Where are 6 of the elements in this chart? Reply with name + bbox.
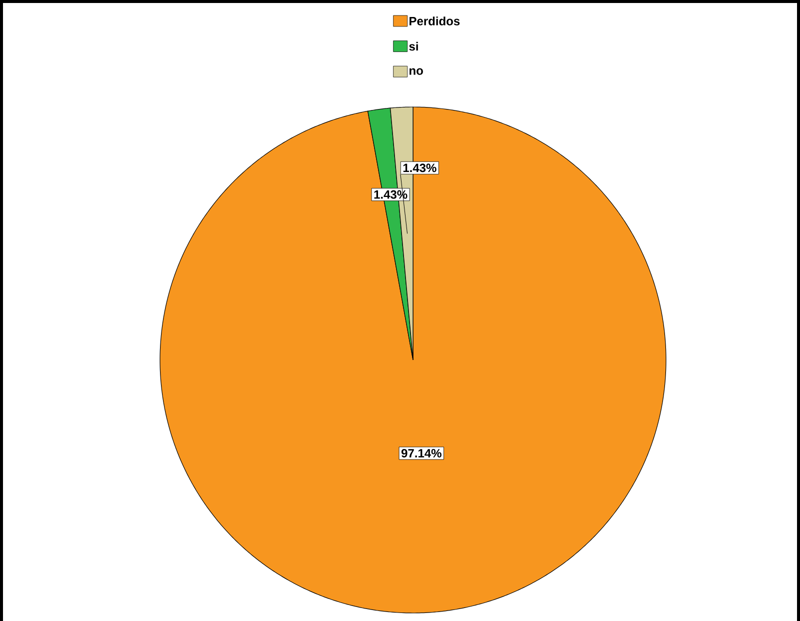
- data-label: 1.43%: [374, 190, 408, 199]
- legend-label: no: [410, 68, 423, 75]
- legend-label: si: [409, 42, 418, 51]
- legend-label: Perdidos: [410, 16, 460, 26]
- data-label: 97.14%: [401, 448, 442, 458]
- data-label: 1.43%: [403, 164, 436, 172]
